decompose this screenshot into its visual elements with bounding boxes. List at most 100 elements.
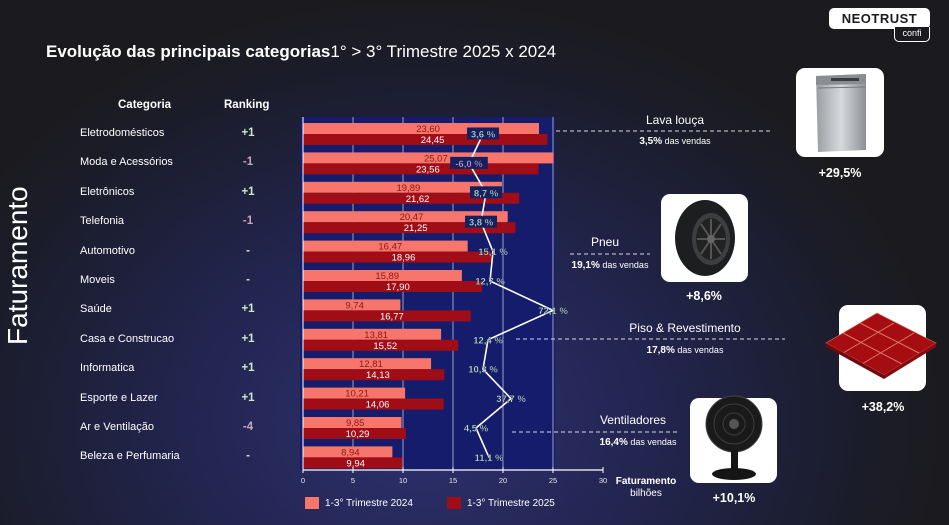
- x-tick-label: 0: [301, 476, 305, 485]
- x-tick-label: 30: [599, 476, 607, 485]
- ranking-value: +1: [241, 303, 255, 316]
- ranking-value: +1: [241, 391, 255, 404]
- ranking-value: +1: [241, 362, 255, 375]
- category-label: Automotivo: [80, 244, 136, 257]
- growth-label: 3,8 %: [469, 218, 494, 229]
- callout-share-lava-louca: 3,5% das vendas: [639, 136, 711, 147]
- bar-label-2025: 14,06: [366, 400, 390, 411]
- bar-2024: [303, 299, 401, 311]
- bar-2025: [303, 428, 406, 439]
- category-label: Eletrônicos: [80, 185, 135, 198]
- bar-2025: [303, 163, 539, 175]
- tire-image: [661, 194, 748, 282]
- bar-2025: [303, 339, 459, 351]
- ranking-value: -: [246, 244, 250, 257]
- growth-ventiladores: +10,1%: [712, 491, 756, 505]
- growth-label: 15,1 %: [478, 247, 508, 258]
- bar-2025: [303, 310, 471, 322]
- tire-icon: [675, 200, 735, 276]
- dishwasher-image: [796, 68, 884, 157]
- growth-label: 8,7 %: [474, 188, 499, 199]
- legend-label-2025: 1-3° Trimestre 2025: [466, 497, 555, 509]
- bar-label-2024: 20,47: [400, 212, 424, 223]
- bar-2024: [303, 270, 462, 281]
- ranking-value: -: [246, 450, 250, 463]
- legend-swatch-2024: [305, 497, 319, 509]
- legend-label-2024: 1-3° Trimestre 2024: [325, 497, 413, 509]
- bar-label-2024: 25,07: [424, 153, 448, 164]
- x-tick-label: 5: [351, 476, 355, 485]
- x-axis-label: Faturamento: [615, 476, 677, 487]
- bar-2025: [303, 134, 548, 145]
- bar-label-2024: 8,94: [341, 447, 360, 458]
- page-title: Evolução das principais categorias1° > 3…: [46, 42, 556, 62]
- growth-label-bg: [465, 215, 497, 228]
- legend-swatch-2025: [446, 497, 461, 509]
- bar-2024: [303, 417, 402, 428]
- growth-label: 11,1 %: [474, 453, 504, 464]
- x-tick-label: 20: [499, 476, 507, 485]
- bar-2025: [303, 281, 482, 292]
- growth-piso: +38,2%: [861, 400, 905, 414]
- category-label: Ar e Ventilação: [80, 421, 154, 433]
- ranking-value: -: [246, 274, 250, 286]
- bar-label-2025: 21,62: [406, 194, 430, 205]
- tiles-icon: [825, 312, 937, 379]
- growth-label: 3,6 %: [471, 130, 496, 141]
- growth-label: 10,3 %: [468, 365, 498, 376]
- ranking-value: -4: [242, 421, 254, 433]
- ranking-value: +1: [241, 127, 255, 139]
- category-label: Eletrodomésticos: [80, 127, 165, 139]
- growth-label: 4,5 %: [464, 424, 489, 435]
- bar-label-2024: 13,81: [364, 330, 388, 341]
- title-period: 1° > 3° Trimestre 2025 x 2024: [330, 42, 557, 61]
- bar-2025: [303, 369, 445, 381]
- callout-title-ventiladores: Ventiladores: [599, 413, 667, 427]
- ranking-value: -1: [242, 156, 254, 169]
- bar-2025: [303, 251, 493, 263]
- bar-2025: [303, 192, 520, 204]
- category-label: Saúde: [80, 303, 112, 316]
- callout-title-pneu: Pneu: [590, 235, 620, 249]
- callout-dashes: [512, 130, 785, 433]
- fan-icon: [705, 395, 763, 480]
- neotrust-logo: NEOTRUST confi: [829, 8, 930, 42]
- bar-2024: [303, 123, 539, 134]
- gridlines: [352, 117, 554, 470]
- logo-sub: confi: [894, 27, 930, 42]
- bar-label-2024: 9,74: [345, 300, 364, 311]
- bar-label-2025: 10,29: [346, 429, 370, 440]
- bar-label-2025: 24,45: [421, 135, 445, 146]
- bar-label-2025: 14,13: [366, 370, 390, 381]
- ranking-value: +1: [241, 332, 255, 345]
- bar-2024: [303, 446, 393, 458]
- growth-label: -6,0 %: [455, 159, 483, 170]
- category-label: Moveis: [80, 274, 115, 286]
- bar-2024: [303, 328, 442, 340]
- bar-2024: [303, 181, 502, 193]
- callout-share-ventiladores: 16,4% das vendas: [599, 437, 677, 448]
- bar-label-2025: 18,96: [392, 253, 416, 264]
- x-tick-label: 15: [449, 476, 457, 485]
- x-tick-label: 25: [549, 476, 557, 485]
- category-label: Informatica: [80, 362, 135, 375]
- callout-share-pneu: 19,1% das vendas: [571, 260, 649, 271]
- growth-pneu: +8,6%: [686, 289, 722, 303]
- dishwasher-icon: [816, 74, 866, 152]
- growth-label-bg: [467, 127, 499, 140]
- bar-label-2024: 16,47: [378, 242, 402, 253]
- legend: 1-3° Trimestre 2024 1-3° Trimestre 2025: [305, 497, 555, 509]
- growth-lava-louca: +29,5%: [818, 166, 862, 180]
- bar-2025: [303, 398, 444, 410]
- x-axis: 0 5 10 15 20 25 30: [301, 117, 607, 485]
- bar-2024: [303, 211, 508, 223]
- bar-2024: [303, 387, 406, 399]
- bar-label-2025: 15,52: [373, 341, 397, 352]
- bar-2024: [303, 152, 554, 164]
- category-label: Casa e Construcao: [80, 332, 175, 345]
- bar-2025: [303, 222, 516, 234]
- bar-label-2025: 17,90: [386, 282, 410, 293]
- category-label: Moda e Acessórios: [80, 156, 173, 169]
- bar-label-2025: 16,77: [380, 311, 404, 322]
- bar-label-2024: 9,85: [346, 418, 365, 429]
